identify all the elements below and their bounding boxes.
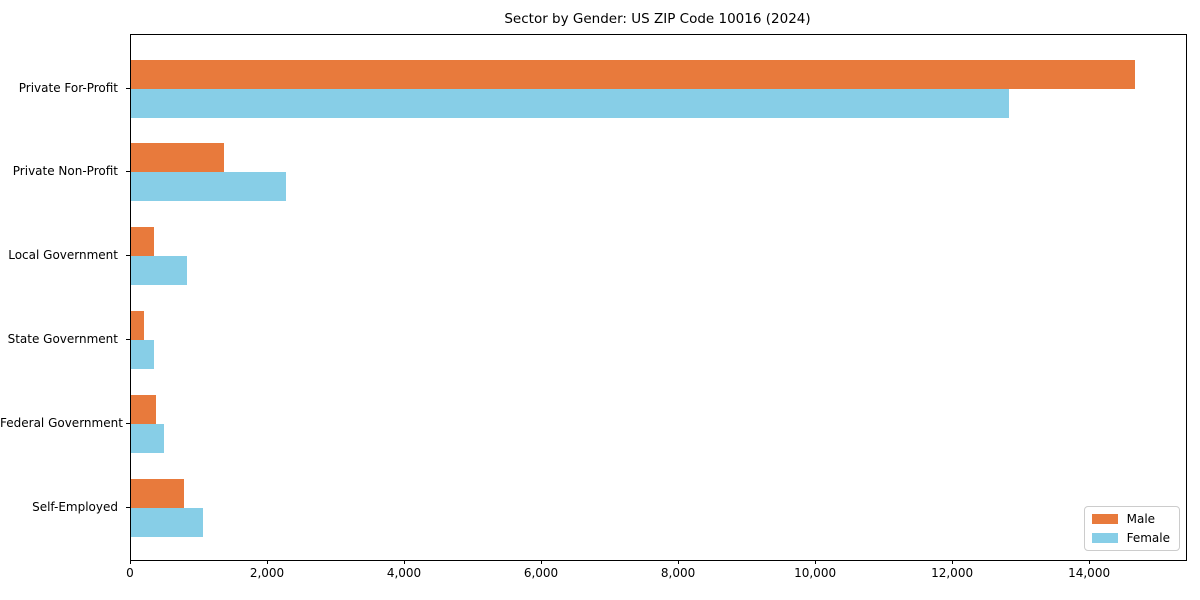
y-tick-mark [126,339,130,341]
x-axis-label: 2,000 [249,566,285,580]
bar-female-5 [131,508,203,537]
legend-label-female: Female [1126,531,1170,545]
y-tick-mark [126,423,130,425]
bar-female-3 [131,340,154,370]
x-tick-mark [541,560,542,564]
chart-title: Sector by Gender: US ZIP Code 10016 (202… [504,11,811,27]
x-tick-mark [678,560,680,564]
bar-male-2 [131,227,155,257]
x-tick-mark [815,560,817,564]
x-tick-mark [267,560,268,564]
x-axis-label: 10,000 [794,566,837,580]
x-tick-mark [130,560,131,564]
x-axis-label: 14,000 [1068,566,1111,580]
legend-entry-male: Male [1091,512,1170,526]
bar-male-4 [131,395,157,425]
x-axis-label: 6,000 [523,566,559,580]
x-tick-mark [1089,560,1091,564]
bar-male-5 [131,479,185,508]
bar-female-1 [131,172,287,202]
x-axis-label: 4,000 [386,566,422,580]
y-tick-mark [126,171,130,173]
bar-female-2 [131,256,187,286]
bar-male-0 [131,59,1136,89]
x-axis-label: 0 [126,566,134,580]
y-tick-mark [126,255,130,257]
bar-male-1 [131,143,224,173]
y-axis-label: Self-Employed [32,500,118,514]
x-tick-mark [404,560,405,564]
legend: Male Female [1083,506,1180,551]
bar-male-3 [131,311,144,341]
x-tick-mark [952,560,954,564]
legend-label-male: Male [1126,512,1156,526]
bar-female-4 [131,424,165,454]
y-axis-label: State Government [7,332,118,347]
y-tick-mark [126,87,130,89]
bar-female-0 [131,88,1010,118]
x-axis-label: 12,000 [931,566,974,580]
y-tick-mark [126,507,130,508]
legend-entry-female: Female [1091,531,1170,545]
y-axis-label: Private For-Profit [18,80,118,95]
female-color-swatch [1091,533,1118,543]
x-axis-label: 8,000 [660,566,696,580]
y-axis-label: Private Non-Profit [12,164,118,179]
plot-area: Male Female [130,34,1187,561]
male-color-swatch [1091,514,1118,524]
y-axis-label: Federal Government [0,416,123,431]
y-axis-label: Local Government [8,248,118,263]
